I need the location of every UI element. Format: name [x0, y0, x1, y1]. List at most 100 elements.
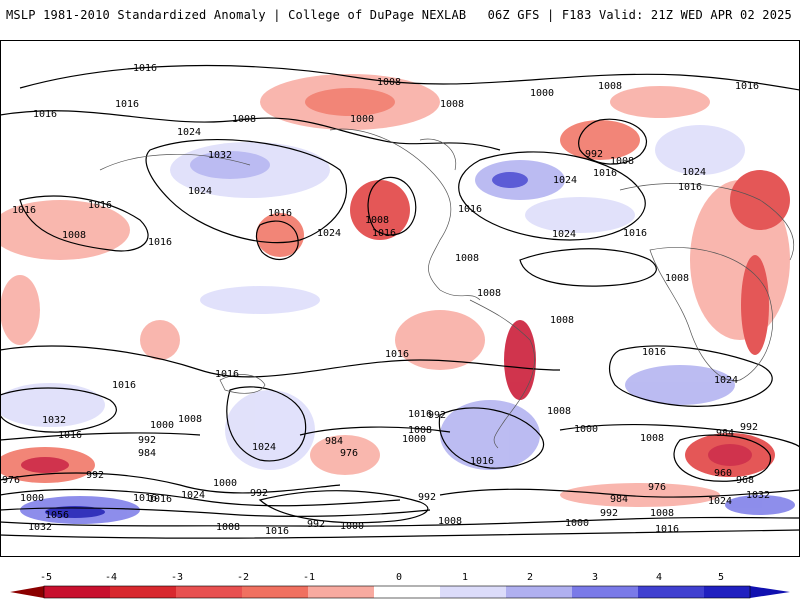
isobar-label: 992 [600, 508, 618, 519]
isobar-label: 984 [138, 448, 156, 459]
isobar-label: 976 [648, 482, 666, 493]
isobar-label: 1016 [88, 200, 112, 211]
colorbar-tick: 1 [462, 572, 468, 583]
isobar-label: 992 [307, 519, 325, 530]
colorbar-segment [176, 586, 242, 598]
isobar-label: 1008 [408, 425, 432, 436]
isobar-label: 1008 [477, 288, 501, 299]
isobar-label: 1024 [188, 186, 212, 197]
colorbar-segment [638, 586, 704, 598]
colorbar-segment [110, 586, 176, 598]
isobar-label: 1032 [208, 150, 232, 161]
isobar-label: 992 [250, 488, 268, 499]
colorbar-high-arrow [750, 586, 790, 598]
colorbar-tick: -5 [40, 572, 52, 583]
colorbar-segment [374, 586, 440, 598]
isobar-label: 1008 [665, 273, 689, 284]
colorbar-tick: -1 [303, 572, 315, 583]
isobar-label: 984 [716, 428, 734, 439]
isobar-label: 1016 [33, 109, 57, 120]
isobar-label: 1016 [133, 63, 157, 74]
colorbar-segment [506, 586, 572, 598]
colorbar-tick: 0 [396, 572, 402, 583]
colorbar-tick: -3 [171, 572, 183, 583]
isobar-label: 1024 [553, 175, 577, 186]
isobar-label: 1024 [714, 375, 738, 386]
isobar-label: 1024 [317, 228, 341, 239]
isobar-label: 984 [610, 494, 628, 505]
colorbar-ticks: -5 -4 -3 -2 -1 0 1 2 3 4 5 [40, 572, 724, 583]
colorbar-tick: 3 [592, 572, 598, 583]
isobar-contours [0, 64, 800, 539]
isobar-label: 1008 [232, 114, 256, 125]
colorbar-segment [308, 586, 374, 598]
colorbar-segment [44, 586, 110, 598]
isobar-label: 1016 [265, 526, 289, 537]
coastlines [99, 128, 795, 449]
isobar-label: 1016 [12, 205, 36, 216]
colorbar-tick: 5 [718, 572, 724, 583]
isobar-label: 1016 [112, 380, 136, 391]
isobar-label: 1016 [470, 456, 494, 467]
isobar-label: 1008 [650, 508, 674, 519]
colorbar-tick: -2 [237, 572, 249, 583]
colorbar: -5 -4 -3 -2 -1 0 1 2 3 4 5 [0, 560, 800, 600]
isobar-label: 1016 [148, 494, 172, 505]
isobar-label: 1016 [735, 81, 759, 92]
isobar-label: 1000 [565, 518, 589, 529]
map-title: MSLP 1981-2010 Standardized Anomaly | Co… [6, 8, 467, 22]
isobar-label: 1008 [365, 215, 389, 226]
isobar-label: 1008 [438, 516, 462, 527]
isobar-label: 1032 [28, 522, 52, 533]
isobar-label: 984 [325, 436, 343, 447]
colorbar-tick: 2 [527, 572, 533, 583]
isobar-label: 1016 [268, 208, 292, 219]
isobar-label: 976 [2, 475, 20, 486]
model-run-info: 06Z GFS | F183 Valid: 21Z WED APR 02 202… [487, 8, 792, 22]
isobar-label: 1024 [181, 490, 205, 501]
isobar-label: 1024 [252, 442, 276, 453]
map-svg: 1016 1016 1016 1008 1008 1000 1008 1000 … [0, 40, 800, 557]
isobar-label: 1000 [574, 424, 598, 435]
isobar-label: 1016 [408, 409, 432, 420]
isobar-label: 1008 [598, 81, 622, 92]
isobar-label: 1016 [148, 237, 172, 248]
colorbar-outline [43, 585, 751, 599]
isobar-label: 1008 [547, 406, 571, 417]
isobar-label: 1008 [550, 315, 574, 326]
isobar-label: 1008 [62, 230, 86, 241]
isobar-label: 1016 [458, 204, 482, 215]
colorbar-tick: 4 [656, 572, 662, 583]
isobar-label: 1016 [215, 369, 239, 380]
colorbar-low-arrow [10, 586, 44, 598]
isobar-label: 1016 [593, 168, 617, 179]
isobar-label: 1008 [640, 433, 664, 444]
isobar-label: 1000 [20, 493, 44, 504]
isobar-label: 1000 [340, 521, 364, 532]
isobar-label: 1016 [115, 99, 139, 110]
isobar-label: 1000 [350, 114, 374, 125]
map-background [0, 40, 800, 557]
isobar-label: 1016 [385, 349, 409, 360]
isobar-label: 960 [714, 468, 732, 479]
isobar-label: 1016 [623, 228, 647, 239]
isobar-label: 976 [340, 448, 358, 459]
isobar-label: 992 [418, 492, 436, 503]
isobar-label: 1008 [440, 99, 464, 110]
colorbar-segment [572, 586, 638, 598]
isobar-label: 1016 [678, 182, 702, 193]
isobar-label: 1056 [45, 510, 69, 521]
isobar-label: 1000 [150, 420, 174, 431]
isobar-label: 1000 [530, 88, 554, 99]
isobar-label: 1016 [58, 430, 82, 441]
colorbar-segment [704, 586, 750, 598]
isobar-label: 1024 [552, 229, 576, 240]
isobar-label: 1008 [178, 414, 202, 425]
isobar-label: 1000 [213, 478, 237, 489]
isobar-labels: 1016 1016 1016 1008 1008 1000 1008 1000 … [2, 63, 770, 537]
isobar-label: 992 [428, 410, 446, 421]
isobar-label: 992 [740, 422, 758, 433]
isobar-label: 1016 [655, 524, 679, 535]
isobar-label: 1032 [42, 415, 66, 426]
isobar-label: 1032 [746, 490, 770, 501]
